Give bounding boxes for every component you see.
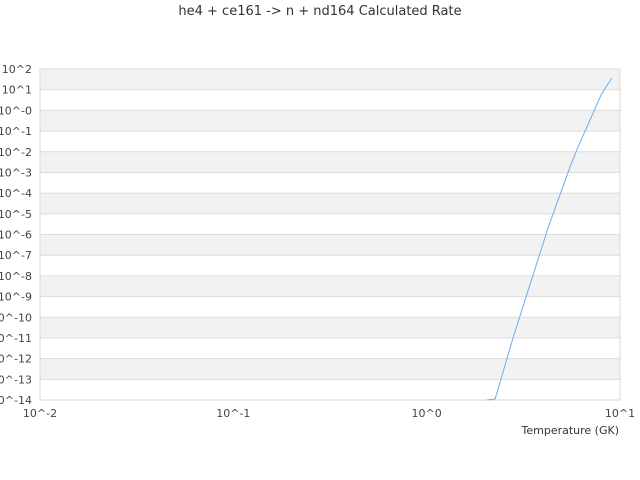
y-tick-label: 10^-13: [0, 373, 32, 386]
chart-title: he4 + ce161 -> n + nd164 Calculated Rate: [178, 4, 462, 19]
grid-band: [40, 234, 620, 256]
grid-band: [40, 379, 620, 400]
y-tick-label: 10^2: [2, 63, 32, 76]
y-tick-label: 10^-1: [0, 125, 32, 138]
grid-band: [40, 337, 620, 359]
y-tick-label: 10^-0: [0, 104, 32, 117]
y-tick-label: 10^-3: [0, 166, 32, 179]
plot-border: [39, 68, 621, 401]
series-line: [486, 78, 613, 401]
grid-band: [40, 255, 620, 276]
grid-band: [40, 358, 620, 380]
x-tick-label: 10^0: [412, 407, 442, 420]
x-tick-label: 10^-2: [23, 407, 57, 420]
grid-band: [40, 131, 620, 152]
y-tick-label: 10^-8: [0, 270, 32, 283]
y-tick-label: 10^-4: [0, 187, 32, 200]
grid-band: [40, 110, 620, 132]
y-tick-label: 10^-10: [0, 311, 32, 324]
grid-band: [40, 89, 620, 111]
y-tick-label: 10^-5: [0, 208, 32, 221]
y-tick-label: 10^1: [2, 84, 32, 97]
grid-band: [40, 193, 620, 214]
grid-band: [40, 213, 620, 235]
grid-band: [40, 172, 620, 194]
y-tick-label: 10^-14: [0, 394, 32, 407]
y-tick-label: 10^-6: [0, 229, 32, 242]
grid-band: [40, 296, 620, 318]
grid-band: [40, 317, 620, 338]
y-tick-label: 10^-9: [0, 291, 32, 304]
y-tick-label: 10^-7: [0, 249, 32, 262]
y-tick-label: 10^-11: [0, 332, 32, 345]
x-tick-label: 10^1: [605, 407, 635, 420]
y-tick-label: 10^-2: [0, 146, 32, 159]
y-tick-label: 10^-12: [0, 353, 32, 366]
x-axis-label: Temperature (GK): [521, 424, 620, 437]
grid-band: [40, 275, 620, 297]
grid-band: [40, 151, 620, 173]
x-tick-label: 10^-1: [216, 407, 250, 420]
grid-band: [40, 69, 620, 90]
